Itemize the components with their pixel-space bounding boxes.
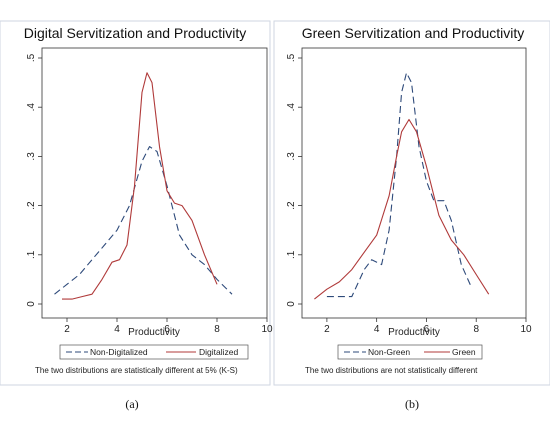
y-tick-label: .4 — [26, 103, 37, 112]
y-tick-label: .1 — [26, 250, 37, 259]
plot-area — [301, 47, 527, 319]
x-tick-label: 6 — [424, 324, 430, 335]
ks-test-note: The two distributions are not statistica… — [305, 366, 478, 375]
series-line-green — [314, 118, 490, 300]
panel-digital: Digital Servitization and Productivity 0… — [0, 20, 273, 411]
x-axis: 2 4 6 8 10 — [64, 318, 273, 335]
y-tick-label: 0 — [26, 301, 37, 307]
legend-label-digitalized: Digitalized — [199, 347, 238, 357]
y-tick-label: .5 — [286, 53, 297, 62]
legend-label-green: Green — [452, 347, 476, 357]
x-tick-label: 6 — [164, 324, 170, 335]
x-tick-label: 8 — [214, 324, 220, 335]
chart-title: Digital Servitization and Productivity — [24, 25, 247, 41]
x-tick-label: 2 — [324, 324, 330, 335]
y-tick-label: .3 — [286, 152, 297, 161]
y-tick-label: .2 — [26, 201, 37, 210]
series-group — [314, 72, 490, 300]
x-tick-label: 10 — [520, 324, 532, 335]
chart-title: Green Servitization and Productivity — [302, 25, 525, 41]
y-tick-label: .2 — [286, 201, 297, 210]
series-line-non-digitalized — [54, 146, 233, 295]
y-axis: 0 .1 .2 .3 .4 .5 — [26, 53, 42, 307]
legend-label-non-digitalized: Non-Digitalized — [90, 347, 148, 357]
x-tick-label: 4 — [374, 324, 380, 335]
x-axis: 2 4 6 8 10 — [324, 318, 532, 335]
x-tick-label: 2 — [64, 324, 70, 335]
legend: Non-Digitalized Digitalized — [66, 347, 238, 357]
y-tick-label: .3 — [26, 152, 37, 161]
legend: Non-Green Green — [344, 347, 476, 357]
x-tick-label: 8 — [473, 324, 479, 335]
legend-box — [337, 344, 483, 360]
y-tick-label: 0 — [286, 301, 297, 307]
x-tick-label: 4 — [114, 324, 120, 335]
panel-sublabel: (b) — [405, 397, 419, 411]
x-tick-label: 10 — [261, 324, 273, 335]
series-group — [54, 72, 233, 300]
x-axis-label: Productivity — [388, 327, 440, 338]
y-axis: 0 .1 .2 .3 .4 .5 — [286, 53, 302, 307]
y-tick-label: .1 — [286, 250, 297, 259]
y-tick-label: .5 — [26, 53, 37, 62]
x-axis-label: Productivity — [128, 327, 180, 338]
series-line-digitalized — [62, 72, 218, 300]
ks-test-note: The two distributions are statistically … — [35, 366, 238, 375]
panel-green: Green Servitization and Productivity 0 .1… — [273, 20, 550, 411]
plot-area — [41, 47, 268, 319]
legend-label-non-green: Non-Green — [368, 347, 410, 357]
legend-box — [59, 344, 249, 360]
y-tick-label: .4 — [286, 103, 297, 112]
panel-sublabel: (a) — [125, 397, 138, 411]
series-line-non-green — [326, 72, 472, 298]
